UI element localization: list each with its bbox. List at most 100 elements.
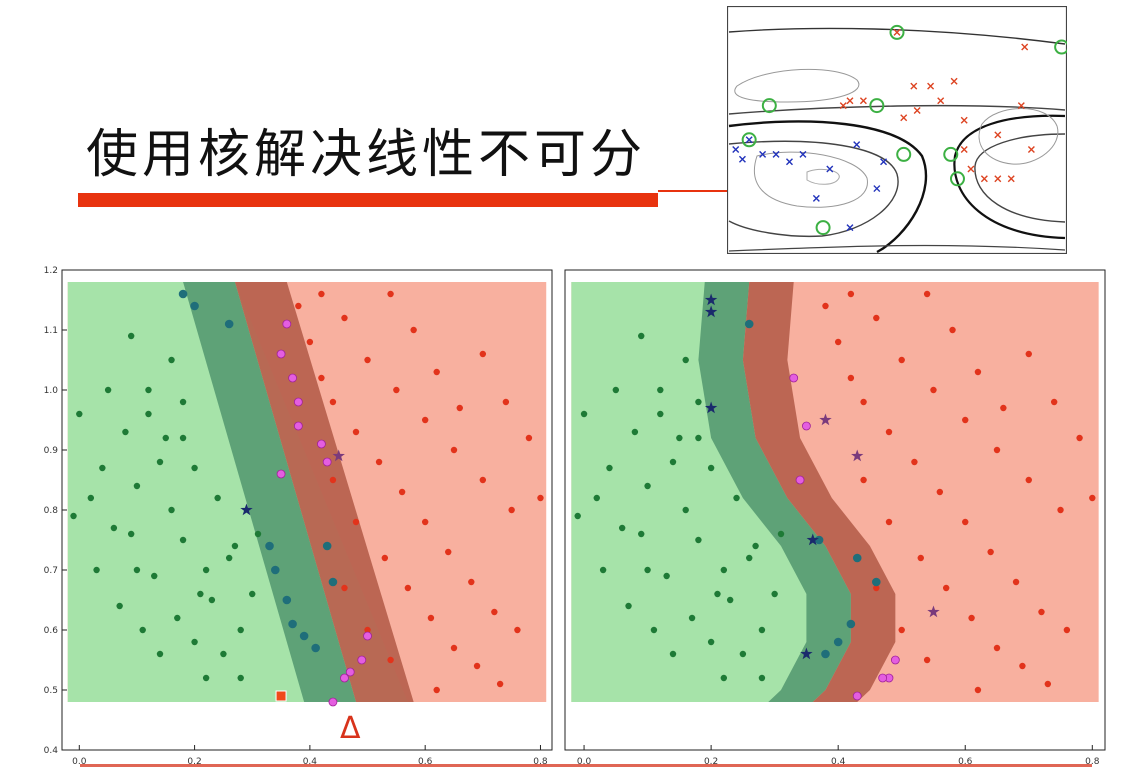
data-point-sv-a xyxy=(190,301,199,311)
data-point-b xyxy=(917,554,924,562)
data-point-sv-b xyxy=(293,397,303,407)
data-point-b xyxy=(885,428,893,436)
data-point-b xyxy=(421,518,429,526)
margin-band-b xyxy=(234,282,414,702)
inset-data-point-a xyxy=(812,194,820,202)
data-point-sv-b xyxy=(322,457,332,467)
inset-support-vector-ring xyxy=(869,98,885,114)
margin-band-a xyxy=(183,282,356,702)
data-point-sv-a xyxy=(821,649,830,659)
data-point-sv-b xyxy=(357,655,367,665)
data-point-sv-b xyxy=(852,691,862,701)
data-point-a xyxy=(76,410,83,418)
inset-data-point-b xyxy=(1017,102,1025,110)
data-point-b xyxy=(885,518,893,526)
inset-data-point-a xyxy=(772,150,780,158)
inset-support-vector-ring xyxy=(815,220,831,236)
data-point-a xyxy=(758,674,766,682)
y-tick-label: 0.4 xyxy=(44,746,59,756)
data-point-sv-a xyxy=(328,577,338,587)
data-point-a xyxy=(133,566,141,574)
data-point-b xyxy=(306,338,314,346)
data-point-a xyxy=(669,650,677,658)
data-point-b xyxy=(923,656,931,664)
inset-support-vector-ring xyxy=(949,171,965,187)
inset-support-vector-ring xyxy=(943,146,959,162)
data-point-b xyxy=(987,548,994,556)
data-point-a xyxy=(249,590,256,598)
x-tick-label: 0.2 xyxy=(187,757,201,767)
data-point-b xyxy=(962,416,969,424)
inset-contour-line xyxy=(978,108,1059,165)
data-point-sv-b xyxy=(802,421,811,431)
data-point-a xyxy=(707,638,715,646)
inset-contour-line xyxy=(728,120,928,254)
data-point-a xyxy=(733,494,740,502)
data-point-b xyxy=(898,356,905,364)
inset-data-point-a xyxy=(799,150,807,158)
data-point-a xyxy=(162,434,169,442)
handwritten-annotation: Δ xyxy=(340,711,361,746)
data-point-a xyxy=(145,386,152,394)
x-tick-label: 0.0 xyxy=(72,757,87,767)
data-point-sv-b xyxy=(345,667,355,677)
data-point-a xyxy=(644,482,651,490)
data-point-a xyxy=(574,512,581,520)
data-point-a xyxy=(606,464,613,472)
data-point-b xyxy=(537,494,544,502)
slide-title: 使用核解决线性不可分 xyxy=(86,125,647,185)
inset-contour-line xyxy=(728,104,1066,115)
data-point-b xyxy=(433,368,440,376)
x-tick-label: 0.6 xyxy=(418,757,433,767)
data-point-b xyxy=(393,386,400,394)
data-point-a xyxy=(151,572,158,580)
data-point-a xyxy=(739,650,747,658)
data-point-a xyxy=(116,602,123,610)
data-point-sv-b xyxy=(282,319,292,329)
inset-contour-line xyxy=(728,27,1066,45)
inset-data-point-b xyxy=(937,97,945,105)
data-point-star-a xyxy=(704,305,718,318)
inset-data-point-a xyxy=(738,155,746,163)
data-point-b xyxy=(352,428,360,436)
margin-band-b xyxy=(742,282,896,702)
data-point-b xyxy=(1057,506,1064,514)
data-point-b xyxy=(295,302,302,310)
data-point-a xyxy=(631,428,639,436)
inset-data-point-b xyxy=(900,114,908,122)
data-point-a xyxy=(139,626,146,634)
y-tick-label: 0.7 xyxy=(44,566,58,576)
data-point-b xyxy=(410,326,417,334)
inset-data-point-a xyxy=(880,158,888,166)
inset-data-point-b xyxy=(910,82,918,90)
data-point-star-a xyxy=(800,647,813,660)
inset-data-point-b xyxy=(846,97,854,105)
inset-kernel-contour-plot xyxy=(727,6,1067,254)
data-point-a xyxy=(720,566,728,574)
data-point-b xyxy=(318,290,325,298)
y-tick-label: 0.5 xyxy=(44,686,58,696)
data-point-sv-a xyxy=(224,319,234,329)
data-point-a xyxy=(127,530,135,538)
x-tick-label: 0.6 xyxy=(958,757,973,767)
data-point-sv-b xyxy=(789,373,799,383)
data-point-b xyxy=(993,446,1001,454)
data-point-a xyxy=(237,674,244,682)
data-point-a xyxy=(93,566,100,574)
y-tick-label: 1.0 xyxy=(44,386,59,396)
data-point-sv-a xyxy=(846,619,856,629)
data-point-sv-b xyxy=(363,631,372,641)
inset-data-point-a xyxy=(745,136,753,144)
inset-data-point-b xyxy=(1007,175,1015,183)
data-point-a xyxy=(676,434,683,442)
inset-data-point-b xyxy=(960,146,968,154)
data-point-a xyxy=(87,494,95,502)
data-point-a xyxy=(197,590,204,598)
inset-data-point-b xyxy=(927,82,935,90)
data-point-b xyxy=(427,614,435,622)
data-point-b xyxy=(387,656,394,664)
data-point-a xyxy=(179,434,187,442)
data-point-sv-a xyxy=(178,289,188,299)
data-point-a xyxy=(777,530,785,538)
data-point-a xyxy=(669,458,677,466)
